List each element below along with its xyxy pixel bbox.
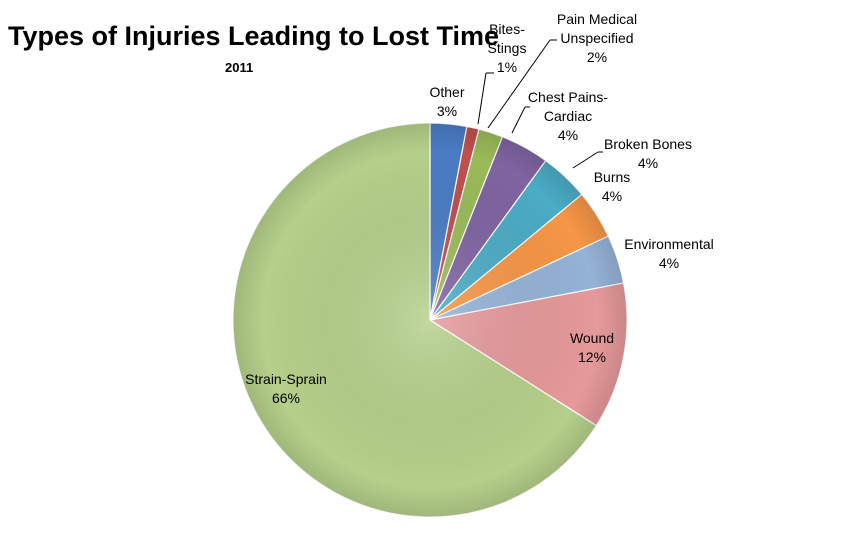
- leader-lines: [477, 39, 603, 169]
- slice-label-bites-stings: Bites-Stings 1%: [488, 21, 527, 75]
- slice-label-chest-pains-cardiac: Chest Pains-Cardiac 4%: [528, 89, 608, 143]
- slice-labels: Other 3% Bites-Stings 1% Pain Medical Unspeci…: [245, 11, 714, 406]
- chart-title: Types of Injuries Leading to Lost Time: [8, 21, 499, 51]
- leader-line-pain-medical-unspecified: [487, 39, 551, 129]
- leader-line-chest-pains-cardiac: [511, 106, 526, 134]
- slice-label-environmental: Environmental 4%: [624, 236, 714, 271]
- leader-line-bites-stings: [477, 72, 487, 125]
- leader-line-broken-bones: [572, 151, 599, 169]
- slice-label-burns: Burns 4%: [594, 169, 631, 204]
- chart-subtitle: 2011: [225, 60, 253, 75]
- slice-label-broken-bones: Broken Bones 4%: [604, 136, 692, 171]
- slice-label-strain-sprain: Strain-Sprain 66%: [245, 371, 327, 406]
- slice-label-other: Other 3%: [429, 84, 464, 119]
- pie-slices: [232, 122, 628, 518]
- slice-label-wound: Wound 12%: [570, 330, 614, 365]
- slice-label-pain-medical-unspecified: Pain Medical Unspecified 2%: [557, 11, 637, 65]
